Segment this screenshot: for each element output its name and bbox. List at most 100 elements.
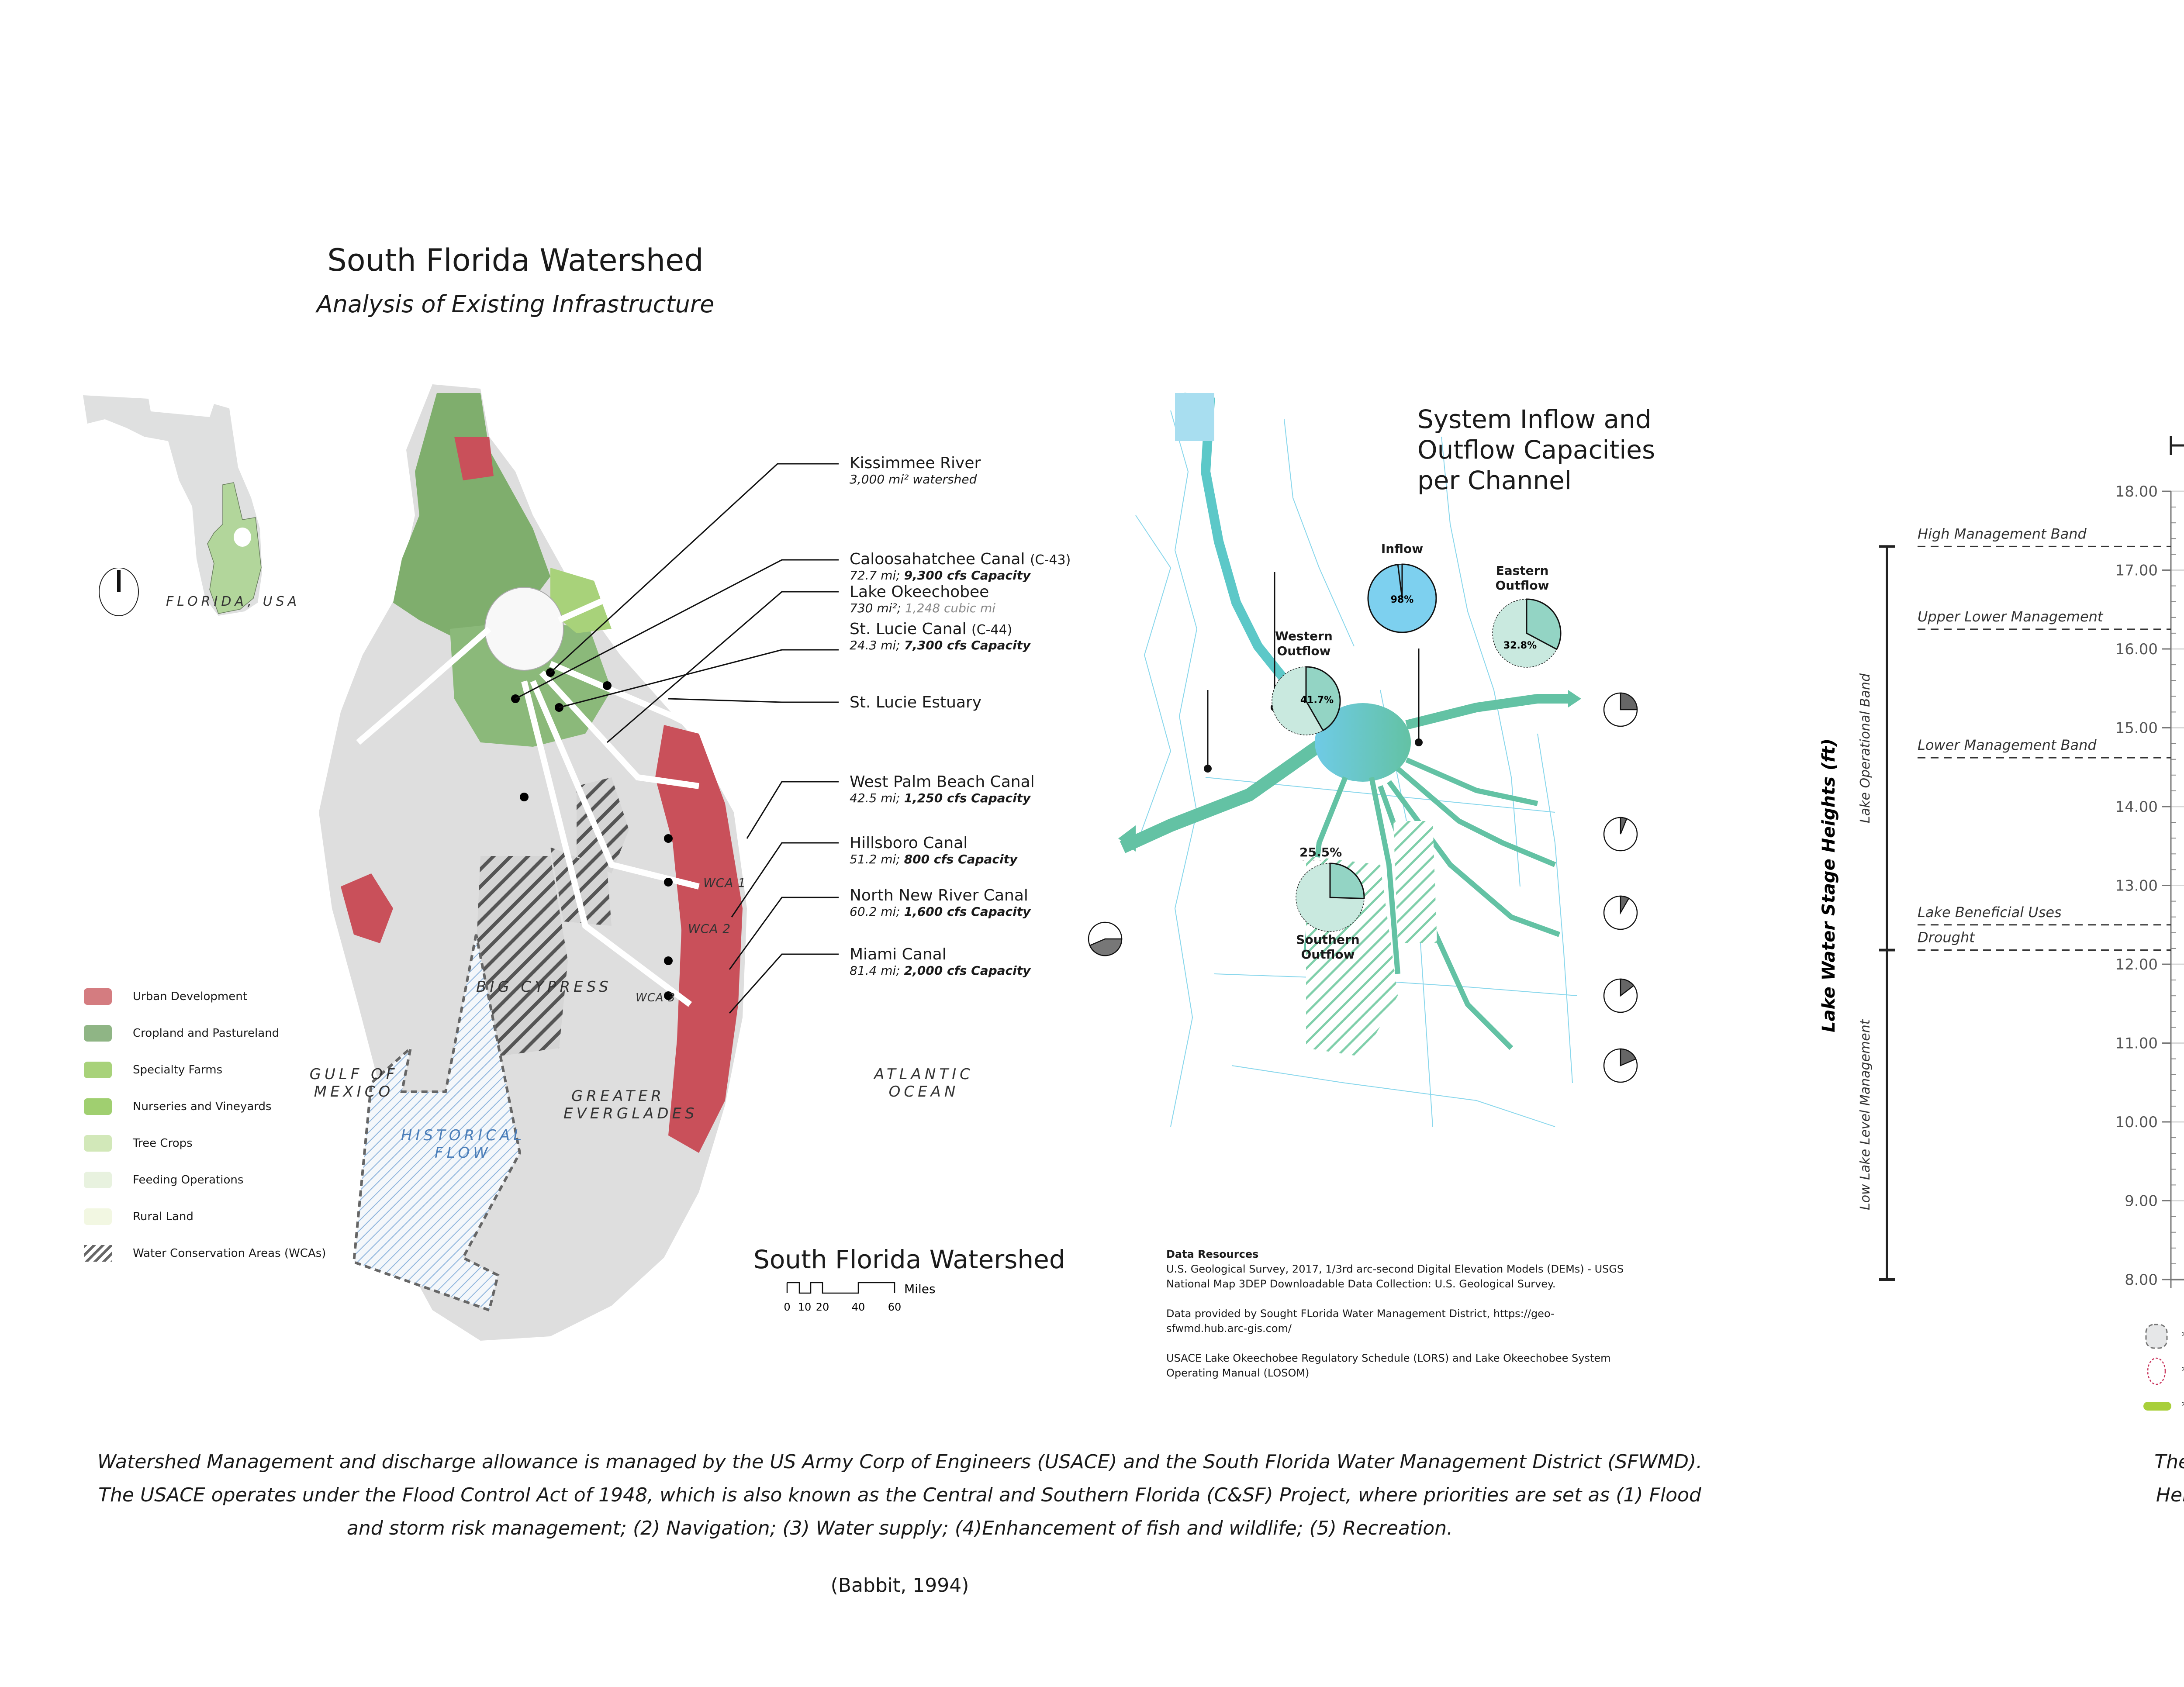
- band-label: Drought: [1918, 929, 1975, 946]
- pie-slice: [1305, 666, 1341, 731]
- canal-label-north-new-river: North New River Canal 60.2 mi; 1,600 cfs…: [850, 887, 1030, 919]
- legend-label: Tree Crops: [133, 1137, 193, 1150]
- band-label: Lower Management Band: [1918, 737, 2097, 753]
- canal-name: Miami Canal: [850, 945, 947, 963]
- scale-tick: 10: [798, 1301, 812, 1313]
- wca-3: [476, 856, 568, 1057]
- color-swatch: [84, 1208, 112, 1225]
- canal-length: 72.7 mi;: [850, 568, 904, 583]
- pie-slice: [1367, 563, 1437, 633]
- scale-tick: 20: [816, 1301, 829, 1313]
- legend-item: Feeding Operations: [84, 1162, 326, 1198]
- legend-label: *** Recorded ALgae Blooms in Lake Okeech…: [2182, 1399, 2184, 1414]
- chart-legend: * Ecological Priority Stage Heights for …: [2143, 1319, 2184, 1424]
- band-label: Lake Beneficial Uses: [1918, 904, 2062, 921]
- color-swatch: [84, 1135, 112, 1152]
- label-wca3: WCA 3: [636, 991, 676, 1004]
- legend-item: Water Conservation Areas (WCAs): [84, 1235, 326, 1272]
- canal-capacity: 9,300 cfs Capacity: [904, 568, 1031, 583]
- canal-name: West Palm Beach Canal: [850, 773, 1035, 791]
- canal-label-kissimmee: Kissimmee River 3,000 mi² watershed: [850, 454, 981, 486]
- band-label: Upper Lower Management: [1918, 608, 2104, 625]
- canal-name: Lake Okeechobee: [850, 583, 989, 601]
- legend-item: Cropland and Pastureland: [84, 1015, 326, 1052]
- canal-length: 81.4 mi;: [850, 963, 904, 978]
- y-tick-label: 18.00: [2115, 483, 2158, 500]
- urban-kissimmee: [454, 437, 494, 480]
- pie-percent-label: 25.5%: [1294, 860, 1327, 863]
- y-tick-label: 8.00: [2125, 1271, 2158, 1289]
- pie-percent-label: 25.5%: [1299, 845, 1342, 859]
- pie-slice: [1329, 862, 1365, 899]
- canal-code: (C-44): [971, 622, 1013, 638]
- legend-item: Rural Land: [84, 1198, 326, 1235]
- data-resources: Data Resources U.S. Geological Survey, 2…: [1166, 1247, 1625, 1380]
- eco-band-icon: [2145, 1324, 2168, 1349]
- urban-west-coast: [341, 873, 393, 943]
- canal-name: North New River Canal: [850, 887, 1028, 904]
- color-swatch: [84, 1098, 112, 1115]
- pie-label-line: Western: [1275, 629, 1333, 643]
- western-channel: [1120, 737, 1327, 853]
- pie-label-inflow: Inflow: [1372, 542, 1433, 556]
- legend-item: Tree Crops: [84, 1125, 326, 1162]
- label-big-cypress: BIG CYPRESS: [476, 978, 612, 996]
- wca-hatched-flow-2: [1393, 821, 1437, 943]
- scale-tick: 0: [784, 1301, 790, 1313]
- label-greater-everglades: GREATER EVERGLADES: [563, 1087, 698, 1122]
- y-tick-label: 12.00: [2115, 956, 2158, 973]
- canal-name: Caloosahatchee Canal: [850, 550, 1025, 568]
- lake-upper: [1175, 393, 1214, 441]
- lake-area: 730 mi²;: [850, 601, 905, 615]
- pie-western-outflow: 41.7%: [1272, 666, 1341, 735]
- watershed-region: [207, 482, 262, 614]
- flow-title-line: Outflow Capacities: [1417, 435, 1655, 465]
- y-tick-label: 14.00: [2115, 798, 2158, 816]
- legend-label: Feeding Operations: [133, 1173, 244, 1187]
- scale-unit: Miles: [904, 1282, 936, 1296]
- legend-item-bloom: *** Recorded ALgae Blooms in Lake Okeech…: [2143, 1389, 2184, 1424]
- legend-label: Specialty Farms: [133, 1063, 223, 1076]
- algae-zone-icon: [2147, 1357, 2166, 1385]
- canal-name: Hillsboro Canal: [850, 834, 968, 852]
- color-swatch: [84, 1172, 112, 1188]
- canal-capacity: 2,000 cfs Capacity: [904, 963, 1031, 978]
- canal-capacity: 7,300 cfs Capacity: [904, 638, 1031, 652]
- pie-slice: [1526, 598, 1562, 650]
- legend-label: * Ecological Priority Stage Heights for …: [2182, 1329, 2184, 1344]
- data-resource-entry: U.S. Geological Survey, 2017, 1/3rd arc-…: [1166, 1263, 1624, 1290]
- data-resource-entry: USACE Lake Okeechobee Regulatory Schedul…: [1166, 1352, 1611, 1379]
- left-panel-subtitle: Analysis of Existing Infrastructure: [316, 290, 715, 318]
- legend-label: Urban Development: [133, 990, 247, 1003]
- y-tick-label: 9.00: [2125, 1193, 2158, 1210]
- pie-percent-label: 98%: [1391, 594, 1414, 605]
- wca-1: [577, 777, 629, 873]
- left-panel-title: South Florida Watershed: [327, 242, 704, 278]
- canal-label-miami: Miami Canal 81.4 mi; 2,000 cfs Capacity: [850, 945, 1030, 978]
- legend-label: Rural Land: [133, 1210, 194, 1223]
- pie-southern-outflow: 25.5%: [1294, 860, 1365, 932]
- scale-tick: 60: [888, 1301, 902, 1313]
- north-arrow-icon: [99, 568, 139, 616]
- canal-name: Kissimmee River: [850, 454, 981, 472]
- label-historical-flow: HISTORICAL FLOW: [401, 1127, 525, 1162]
- map-title: South Florida Watershed: [753, 1245, 1065, 1274]
- canal-label-caloosahatchee: Caloosahatchee Canal (C-43) 72.7 mi; 9,3…: [850, 550, 1071, 583]
- data-resource-entry: Data provided by Sought FLorida Water Ma…: [1166, 1308, 1555, 1335]
- color-swatch: [84, 988, 112, 1005]
- flow-title-line: System Inflow and: [1417, 404, 1652, 434]
- data-resources-heading: Data Resources: [1166, 1248, 1259, 1260]
- canal-label-west-palm-beach: West Palm Beach Canal 42.5 mi; 1,250 cfs…: [850, 773, 1035, 805]
- y-tick-label: 15.00: [2115, 720, 2158, 737]
- y-tick-label: 10.00: [2115, 1114, 2158, 1131]
- losom-chart: Blue-Green Algae Season8.009.0010.0011.0…: [1819, 436, 2184, 1289]
- canal-label-st-lucie-estuary: St. Lucie Estuary: [850, 693, 981, 711]
- legend-item: Specialty Farms: [84, 1052, 326, 1088]
- cropland-area: [393, 393, 550, 638]
- land-use-legend: Urban Development Cropland and Pasturelan…: [84, 978, 326, 1272]
- canal-length: 51.2 mi;: [850, 852, 904, 866]
- watershed-map: [319, 384, 747, 1341]
- pie-label-line: Outflow: [1301, 947, 1355, 962]
- bloom-icon: [2143, 1402, 2171, 1411]
- legend-item-eco: * Ecological Priority Stage Heights for …: [2143, 1319, 2184, 1354]
